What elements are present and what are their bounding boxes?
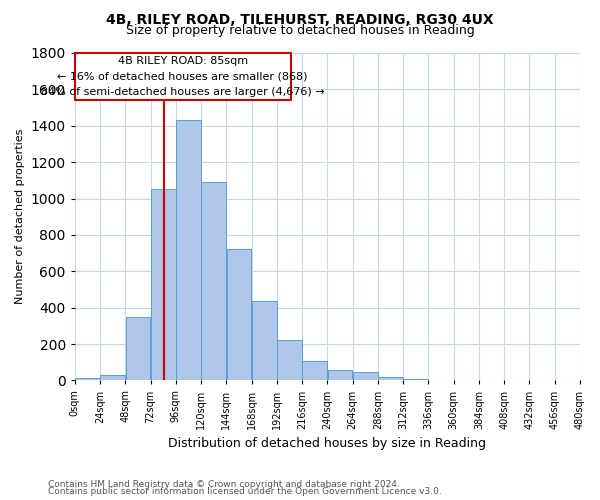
Bar <box>75 378 100 380</box>
Y-axis label: Number of detached properties: Number of detached properties <box>15 129 25 304</box>
Bar <box>227 250 251 380</box>
Bar <box>353 372 377 380</box>
Bar <box>328 370 352 380</box>
Bar <box>100 375 125 380</box>
Bar <box>176 120 201 380</box>
Text: Contains HM Land Registry data © Crown copyright and database right 2024.: Contains HM Land Registry data © Crown c… <box>48 480 400 489</box>
Text: Contains public sector information licensed under the Open Government Licence v3: Contains public sector information licen… <box>48 488 442 496</box>
Bar <box>75 53 290 100</box>
Bar <box>277 340 302 380</box>
Bar <box>202 182 226 380</box>
X-axis label: Distribution of detached houses by size in Reading: Distribution of detached houses by size … <box>169 437 487 450</box>
Text: 4B RILEY ROAD: 85sqm
← 16% of detached houses are smaller (868)
84% of semi-deta: 4B RILEY ROAD: 85sqm ← 16% of detached h… <box>41 56 325 97</box>
Text: 4B, RILEY ROAD, TILEHURST, READING, RG30 4UX: 4B, RILEY ROAD, TILEHURST, READING, RG30… <box>106 12 494 26</box>
Bar <box>252 302 277 380</box>
Text: Size of property relative to detached houses in Reading: Size of property relative to detached ho… <box>125 24 475 37</box>
Bar <box>302 362 327 380</box>
Bar <box>151 190 176 380</box>
Bar <box>378 377 403 380</box>
Bar <box>125 316 151 380</box>
